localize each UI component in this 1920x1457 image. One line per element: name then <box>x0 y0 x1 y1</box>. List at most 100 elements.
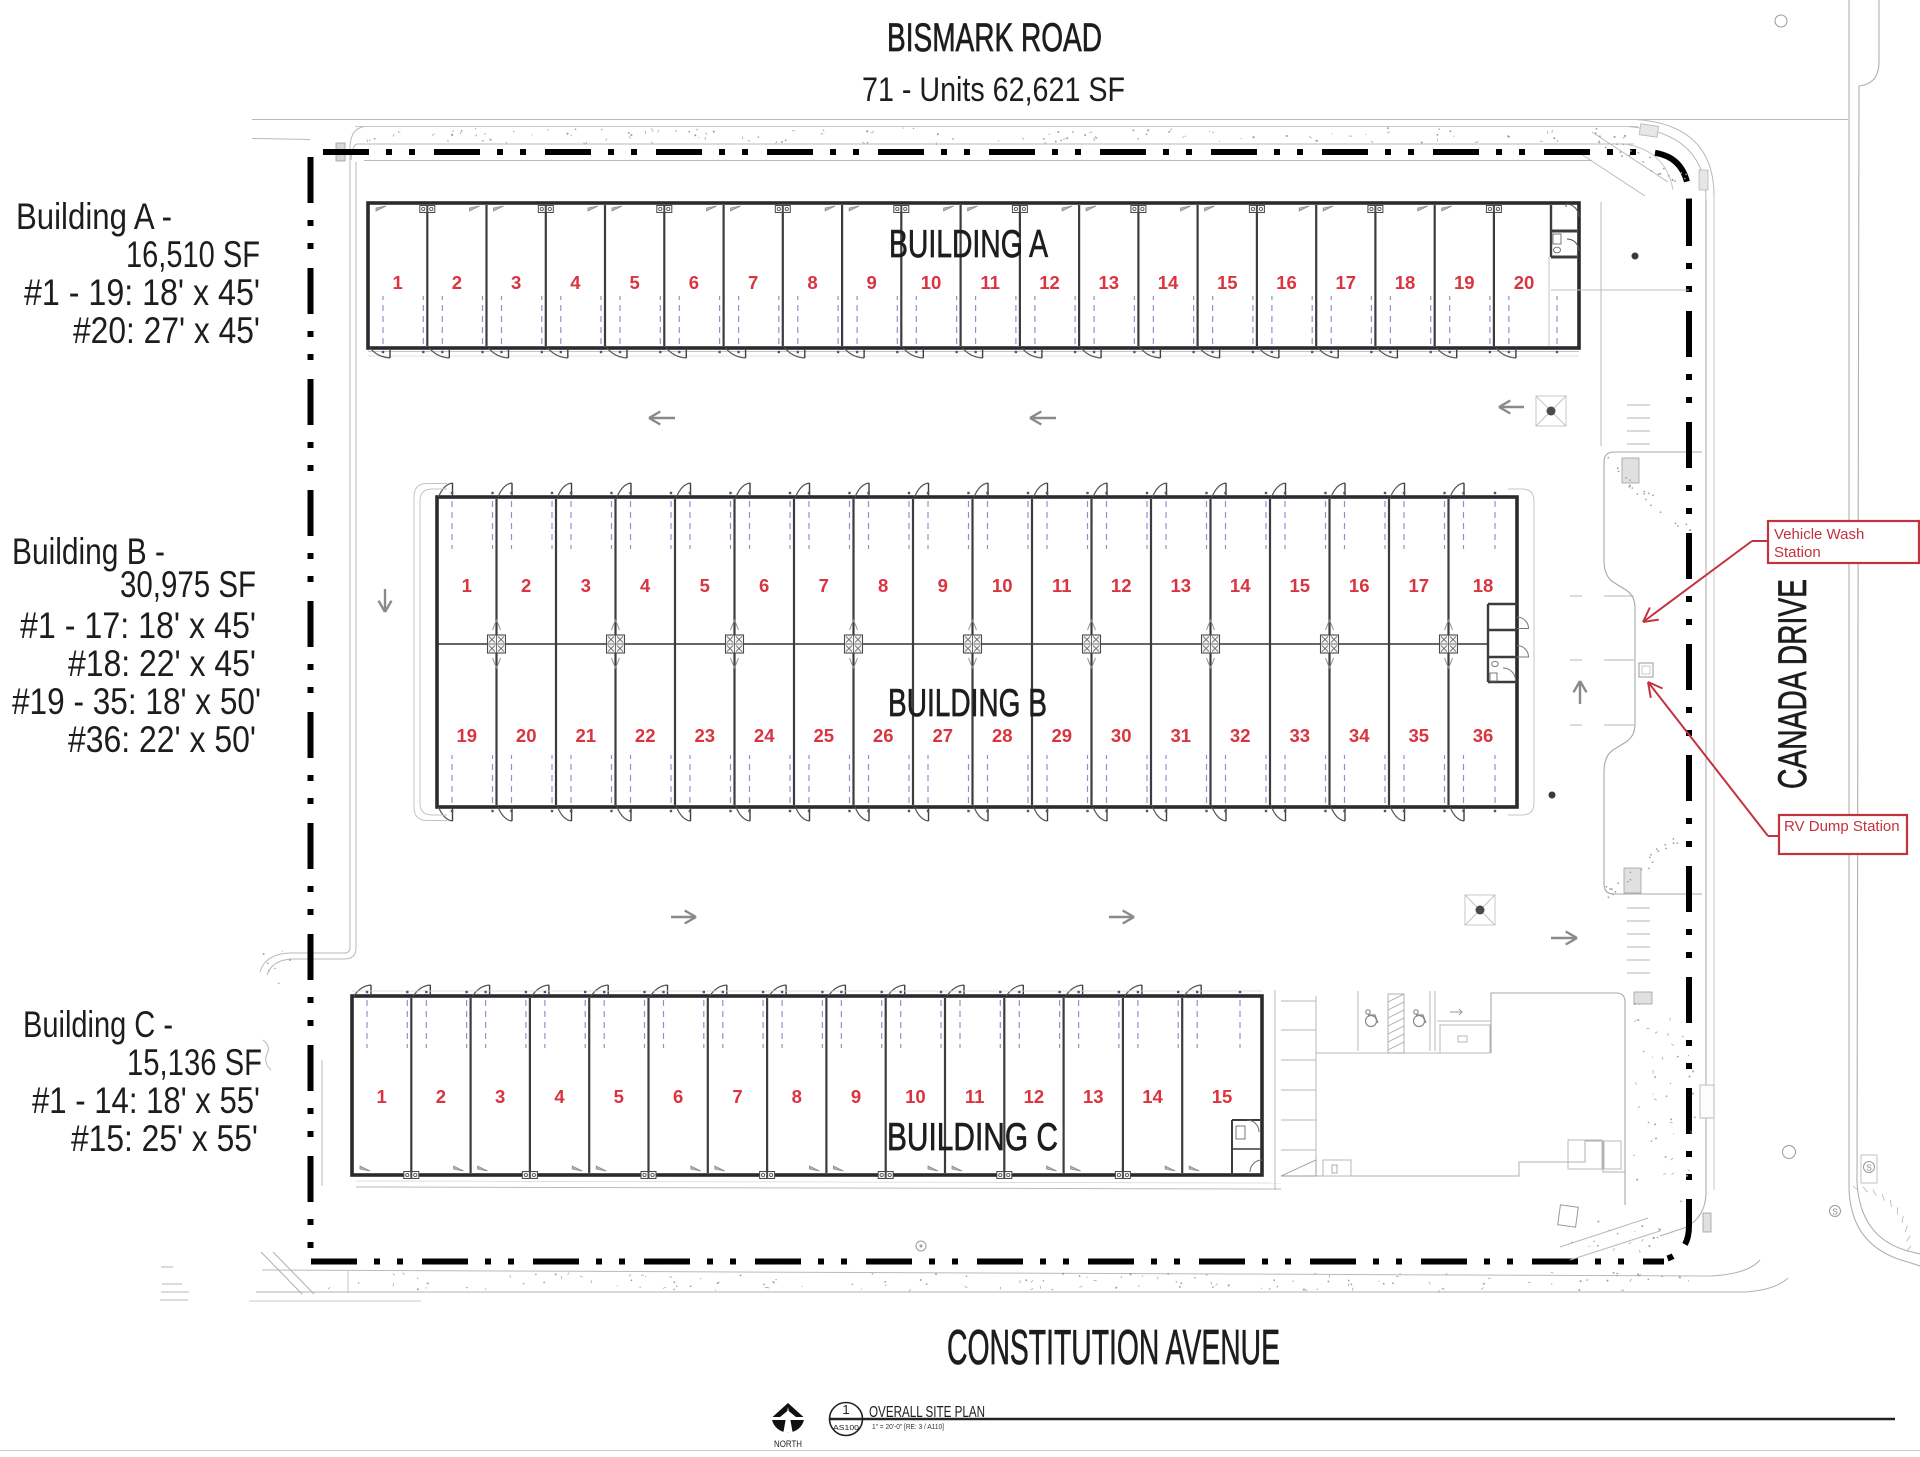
svg-text:4: 4 <box>554 1086 565 1107</box>
svg-text:AS100: AS100 <box>833 1423 859 1432</box>
svg-text:NORTH: NORTH <box>774 1439 802 1449</box>
svg-text:14: 14 <box>1230 575 1251 596</box>
svg-text:Station: Station <box>1774 544 1821 561</box>
svg-text:7: 7 <box>819 575 829 596</box>
svg-text:Building C -: Building C - <box>23 1004 173 1045</box>
svg-text:12: 12 <box>1039 272 1060 293</box>
svg-text:14: 14 <box>1158 272 1179 293</box>
svg-text:26: 26 <box>873 725 894 746</box>
svg-text:6: 6 <box>673 1086 683 1107</box>
svg-text:12: 12 <box>1024 1086 1045 1107</box>
svg-text:25: 25 <box>814 725 835 746</box>
svg-text:13: 13 <box>1083 1086 1104 1107</box>
svg-text:13: 13 <box>1099 272 1120 293</box>
svg-text:Building A -: Building A - <box>16 196 172 237</box>
svg-text:8: 8 <box>792 1086 802 1107</box>
svg-text:5: 5 <box>614 1086 624 1107</box>
svg-text:S: S <box>1832 1208 1837 1217</box>
svg-text:10: 10 <box>921 272 942 293</box>
svg-text:31: 31 <box>1171 725 1192 746</box>
svg-text:10: 10 <box>992 575 1013 596</box>
svg-text:2: 2 <box>436 1086 446 1107</box>
svg-text:CANADA DRIVE: CANADA DRIVE <box>1771 579 1815 789</box>
svg-text:28: 28 <box>992 725 1013 746</box>
svg-text:17: 17 <box>1409 575 1430 596</box>
svg-text:21: 21 <box>576 725 597 746</box>
svg-text:35: 35 <box>1409 725 1430 746</box>
svg-text:34: 34 <box>1349 725 1370 746</box>
svg-text:27: 27 <box>933 725 954 746</box>
svg-text:29: 29 <box>1052 725 1073 746</box>
svg-text:11: 11 <box>980 272 1000 293</box>
svg-text:32: 32 <box>1230 725 1251 746</box>
svg-text:9: 9 <box>851 1086 861 1107</box>
svg-text:BUILDING A: BUILDING A <box>889 223 1048 266</box>
svg-text:6: 6 <box>689 272 699 293</box>
svg-text:33: 33 <box>1290 725 1311 746</box>
svg-text:8: 8 <box>807 272 817 293</box>
svg-text:6: 6 <box>759 575 769 596</box>
svg-text:4: 4 <box>640 575 651 596</box>
svg-text:19: 19 <box>1454 272 1475 293</box>
svg-text:BUILDING B: BUILDING B <box>888 682 1047 725</box>
svg-text:9: 9 <box>867 272 877 293</box>
svg-text:#15: 25' x 55': #15: 25' x 55' <box>71 1118 258 1159</box>
svg-text:15: 15 <box>1212 1086 1233 1107</box>
svg-text:Building B -: Building B - <box>12 531 165 572</box>
svg-text:Vehicle Wash: Vehicle Wash <box>1774 526 1864 543</box>
svg-text:5: 5 <box>700 575 710 596</box>
svg-text:#20: 27' x 45': #20: 27' x 45' <box>73 310 260 351</box>
svg-text:18: 18 <box>1473 575 1494 596</box>
svg-text:1" = 20'-0" [RE: 3 / A110]: 1" = 20'-0" [RE: 3 / A110] <box>872 1422 944 1431</box>
svg-text:18: 18 <box>1395 272 1416 293</box>
svg-text:8: 8 <box>878 575 888 596</box>
svg-text:1: 1 <box>376 1086 386 1107</box>
svg-text:14: 14 <box>1142 1086 1163 1107</box>
svg-text:OVERALL SITE PLAN: OVERALL SITE PLAN <box>869 1404 985 1421</box>
svg-text:20: 20 <box>1514 272 1535 293</box>
svg-text:11: 11 <box>965 1086 985 1107</box>
svg-text:CONSTITUTION AVENUE: CONSTITUTION AVENUE <box>947 1321 1280 1375</box>
svg-text:22: 22 <box>635 725 656 746</box>
svg-text:#19 - 35: 18' x 50': #19 - 35: 18' x 50' <box>12 681 261 722</box>
svg-text:24: 24 <box>754 725 775 746</box>
svg-text:16: 16 <box>1276 272 1297 293</box>
svg-text:15: 15 <box>1290 575 1311 596</box>
svg-text:71 - Units 62,621 SF: 71 - Units 62,621 SF <box>862 71 1125 109</box>
svg-text:1: 1 <box>392 272 402 293</box>
svg-text:30: 30 <box>1111 725 1132 746</box>
svg-text:7: 7 <box>748 272 758 293</box>
svg-text:#1 - 14: 18' x 55': #1 - 14: 18' x 55' <box>32 1080 260 1121</box>
svg-text:3: 3 <box>581 575 591 596</box>
svg-text:#18: 22' x 45': #18: 22' x 45' <box>68 643 256 684</box>
svg-text:16,510 SF: 16,510 SF <box>126 234 260 275</box>
svg-text:20: 20 <box>516 725 537 746</box>
svg-text:BISMARK ROAD: BISMARK ROAD <box>887 16 1102 60</box>
svg-text:13: 13 <box>1171 575 1192 596</box>
svg-text:11: 11 <box>1052 575 1072 596</box>
svg-text:15: 15 <box>1217 272 1238 293</box>
svg-text:S: S <box>1866 1164 1871 1173</box>
svg-text:#1 - 17: 18' x 45': #1 - 17: 18' x 45' <box>20 605 256 646</box>
svg-text:2: 2 <box>452 272 462 293</box>
svg-text:4: 4 <box>570 272 581 293</box>
svg-text:30,975 SF: 30,975 SF <box>120 564 256 605</box>
svg-text:#36: 22' x 50': #36: 22' x 50' <box>68 719 256 760</box>
svg-text:BUILDING C: BUILDING C <box>887 1116 1058 1159</box>
svg-text:1: 1 <box>842 1402 849 1417</box>
svg-text:3: 3 <box>495 1086 505 1107</box>
svg-text:16: 16 <box>1349 575 1370 596</box>
svg-text:2: 2 <box>521 575 531 596</box>
svg-text:23: 23 <box>695 725 716 746</box>
svg-text:12: 12 <box>1111 575 1132 596</box>
svg-text:7: 7 <box>732 1086 742 1107</box>
svg-text:19: 19 <box>457 725 478 746</box>
svg-text:15,136 SF: 15,136 SF <box>127 1042 262 1083</box>
svg-text:9: 9 <box>938 575 948 596</box>
svg-text:RV Dump Station: RV Dump Station <box>1784 818 1900 835</box>
svg-text:36: 36 <box>1473 725 1494 746</box>
svg-text:17: 17 <box>1336 272 1357 293</box>
svg-text:3: 3 <box>511 272 521 293</box>
svg-text:1: 1 <box>462 575 472 596</box>
svg-text:10: 10 <box>905 1086 926 1107</box>
